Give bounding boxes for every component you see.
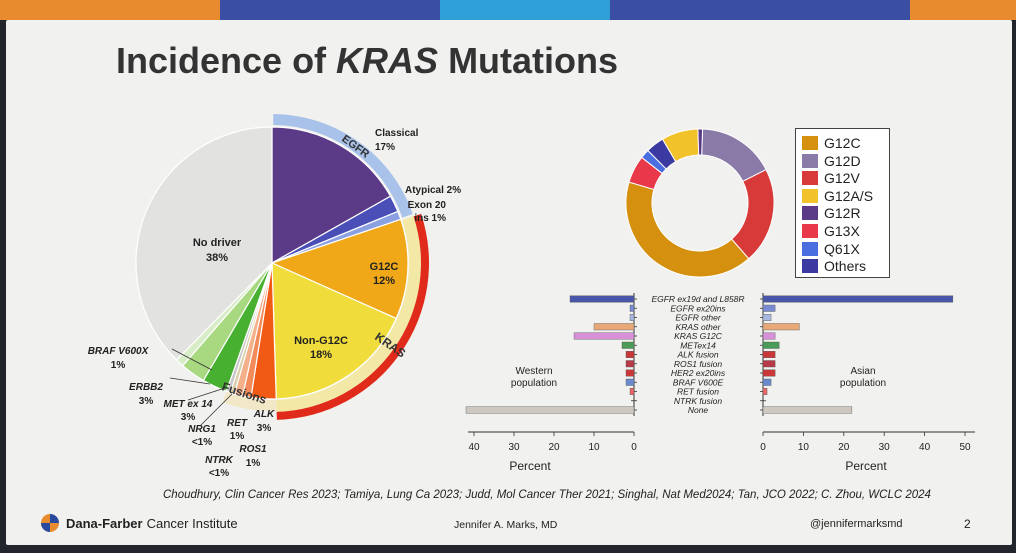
institution-logo: Dana-Farber Cancer Institute bbox=[40, 513, 238, 533]
legend-item: G12D bbox=[802, 153, 861, 169]
legend-label: G12R bbox=[824, 205, 861, 222]
top-bar-segment bbox=[910, 0, 1016, 20]
top-bar-segment bbox=[220, 0, 440, 20]
pie-slice-classical bbox=[271, 126, 392, 265]
pie-slice-g12c bbox=[270, 218, 409, 320]
pie-value-ret: 1% bbox=[230, 431, 245, 442]
footer-handle: @jennifermarksmd bbox=[810, 518, 903, 530]
pie-value-alk: 3% bbox=[257, 423, 272, 434]
legend-item: G12A/S bbox=[802, 188, 873, 204]
dana-farber-logo-icon bbox=[41, 514, 59, 532]
pie-value-classical: 17% bbox=[375, 142, 395, 153]
pie-value-no-driver: 38% bbox=[206, 252, 228, 264]
pie-label-erbb2: ERBB2 bbox=[129, 382, 163, 393]
pie-label-g12c: G12C bbox=[370, 261, 399, 273]
top-bar-segment bbox=[610, 0, 910, 20]
pie-label-exon20-line2: ins 1% bbox=[414, 213, 446, 224]
pie-label-atypical: Atypical 2% bbox=[405, 185, 461, 196]
pie-label-ret: RET bbox=[227, 418, 248, 429]
pie-label-exon20-line1: Exon 20 bbox=[408, 200, 447, 211]
donut-legend: G12C G12D G12V G12A/S G12R G13X Q61X Others bbox=[795, 128, 890, 278]
footer-author: Jennifer A. Marks, MD bbox=[454, 519, 558, 531]
legend-swatch bbox=[802, 136, 818, 150]
pie-label-met-ex-14: MET ex 14 bbox=[164, 399, 213, 410]
top-bar-segment bbox=[0, 0, 220, 20]
pie-slice-no-driver bbox=[135, 126, 273, 361]
legend-label: G12A/S bbox=[824, 187, 874, 204]
pie-label-non-g12c: Non-G12C bbox=[294, 335, 348, 347]
legend-swatch bbox=[802, 171, 818, 186]
pie-value-ros1: 1% bbox=[246, 458, 261, 469]
projector-top-bar bbox=[0, 0, 1016, 20]
pie-leader-line bbox=[187, 387, 226, 401]
pie-label-no-driver: No driver bbox=[193, 237, 242, 249]
pie-value-nrg1: <1% bbox=[192, 437, 212, 448]
pie-label-ntrk: NTRK bbox=[205, 455, 234, 466]
legend-item: G12V bbox=[802, 170, 860, 186]
pie-label-classical: Classical bbox=[375, 128, 419, 139]
pie-leader-line bbox=[169, 377, 211, 385]
legend-item: G13X bbox=[802, 223, 860, 239]
legend-swatch bbox=[802, 259, 818, 274]
top-bar-segment bbox=[440, 0, 610, 20]
legend-item: G12R bbox=[802, 205, 861, 221]
pie-value-g12c: 12% bbox=[373, 275, 395, 287]
legend-swatch bbox=[802, 206, 818, 221]
pie-label-nrg1: NRG1 bbox=[188, 424, 216, 435]
pie-label-braf-v600x: BRAF V600X bbox=[88, 346, 150, 357]
slide-title: Incidence of KRAS Mutations bbox=[116, 40, 619, 81]
egfr-arc bbox=[273, 114, 413, 218]
legend-label: G12D bbox=[824, 152, 861, 169]
legend-label: G12V bbox=[824, 170, 860, 187]
page-number: 2 bbox=[964, 517, 971, 531]
pie-leader-line bbox=[171, 348, 213, 371]
fusions-arc bbox=[222, 392, 277, 411]
legend-label: G12C bbox=[824, 135, 861, 151]
pie-value-braf-v600x: 1% bbox=[111, 360, 126, 371]
legend-label: Others bbox=[824, 258, 867, 275]
legend-swatch bbox=[802, 188, 818, 203]
kras-inner-arc bbox=[276, 216, 421, 412]
legend-swatch bbox=[802, 224, 818, 238]
legend-label: G13X bbox=[824, 223, 860, 239]
legend-item: Q61X bbox=[802, 241, 860, 257]
legend-label: Q61X bbox=[824, 240, 860, 257]
pie-value-met-ex-14: 3% bbox=[181, 412, 196, 423]
legend-swatch bbox=[802, 241, 818, 256]
org-name-rest: Cancer Institute bbox=[146, 515, 238, 531]
pie-slice-non-g12c bbox=[271, 262, 397, 400]
pie-label-ros1: ROS1 bbox=[239, 444, 267, 455]
pie-leader-line bbox=[199, 393, 233, 427]
citation-text: Choudhury, Clin Cancer Res 2023; Tamiya,… bbox=[163, 489, 931, 501]
pie-value-non-g12c: 18% bbox=[310, 349, 332, 361]
pie-label-alk: ALK bbox=[253, 409, 275, 420]
pie-value-erbb2: 3% bbox=[139, 396, 154, 407]
org-name-bold: Dana-Farber bbox=[66, 515, 143, 531]
legend-item: Others bbox=[802, 258, 866, 274]
legend-swatch bbox=[802, 153, 818, 168]
legend-item: G12C bbox=[802, 135, 861, 151]
pie-value-ntrk: <1% bbox=[209, 468, 229, 479]
